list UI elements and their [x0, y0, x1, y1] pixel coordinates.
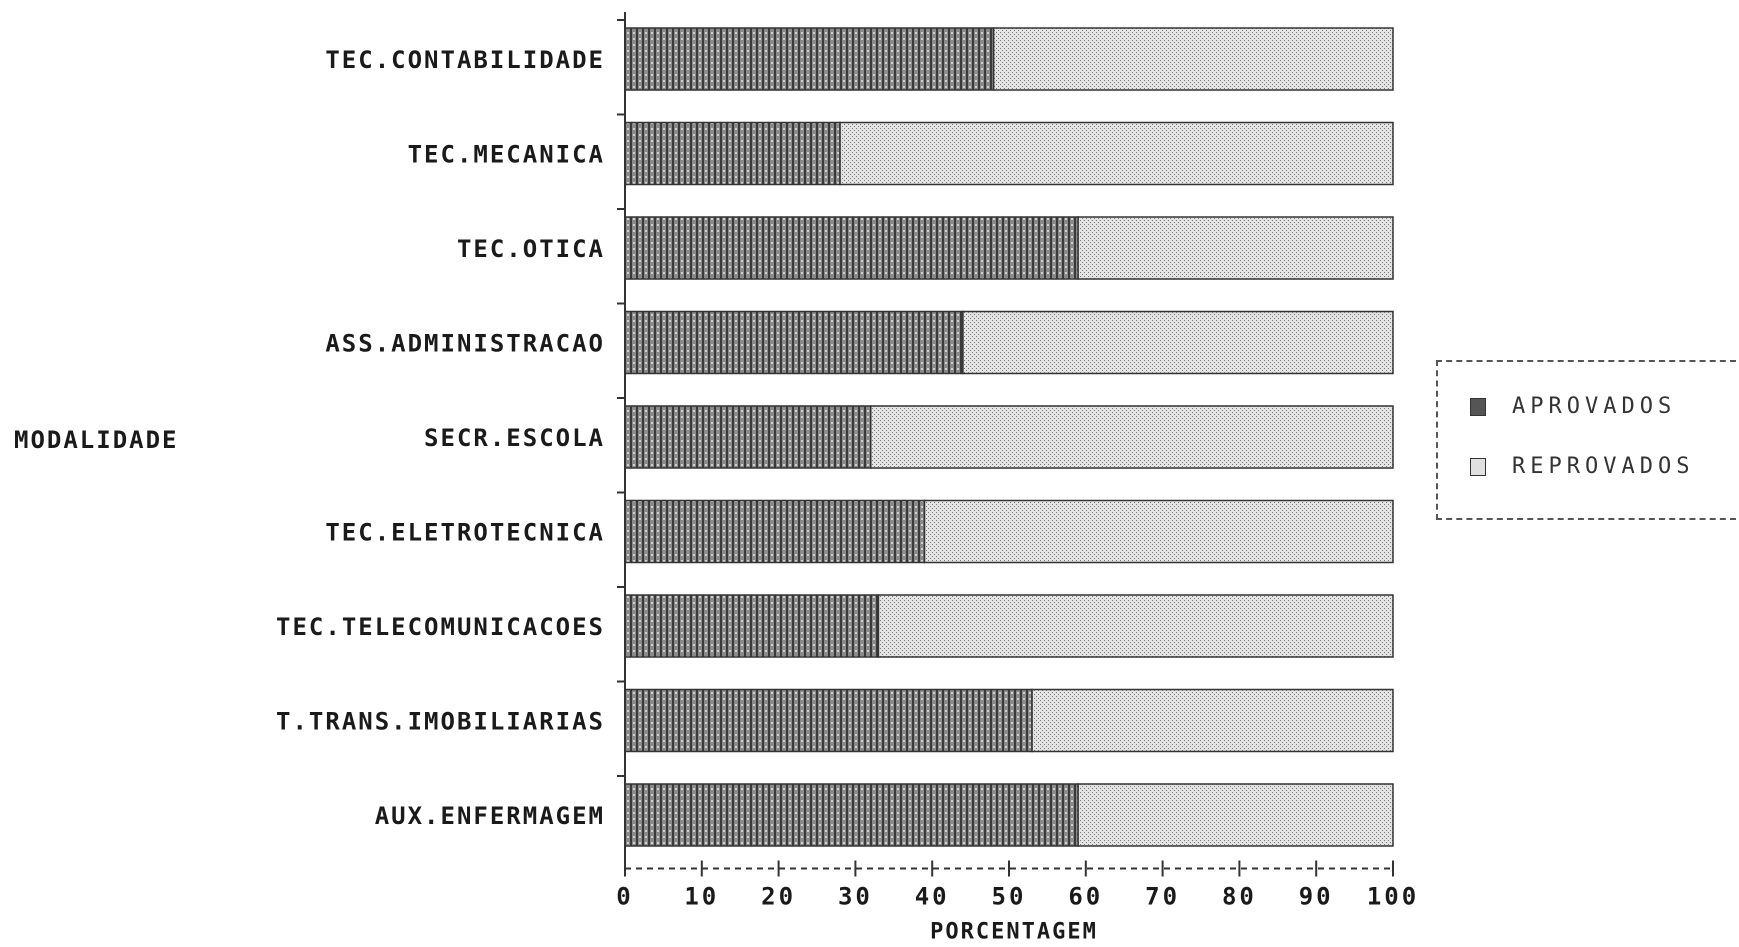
x-tick-label: 50	[992, 883, 1027, 911]
category-label: TEC.OTICA	[457, 235, 605, 263]
bar-reprovados-0	[992, 27, 1394, 91]
category-label: AUX.ENFERMAGEM	[375, 802, 605, 830]
legend-label: REPROVADOS	[1512, 454, 1695, 479]
legend-item-reprovados: REPROVADOS	[1470, 454, 1694, 479]
bar-reprovados-7	[1031, 688, 1394, 753]
x-tick-label: 70	[1145, 883, 1180, 911]
x-tick-label: 0	[616, 883, 633, 911]
y-axis-title: MODALIDADE	[14, 426, 179, 454]
bar-reprovados-6	[877, 594, 1394, 658]
bar-reprovados-3	[962, 310, 1394, 375]
bar-aprovados-4	[624, 405, 872, 469]
reprovados-swatch	[1470, 457, 1486, 476]
bar-aprovados-0	[624, 27, 995, 91]
category-label: ASS.ADMINISTRACAO	[325, 330, 605, 358]
bar-aprovados-5	[624, 499, 926, 564]
x-tick-label: 20	[761, 883, 796, 911]
x-tick-label: 100	[1367, 883, 1419, 911]
x-tick-label: 40	[915, 883, 950, 911]
x-tick-label: 30	[838, 883, 873, 911]
x-tick-label: 60	[1068, 883, 1103, 911]
x-tick-label: 90	[1299, 883, 1334, 911]
legend-label: APROVADOS	[1512, 394, 1677, 419]
bar-aprovados-2	[624, 216, 1079, 280]
legend-item-aprovados: APROVADOS	[1470, 394, 1676, 419]
bar-aprovados-7	[624, 688, 1033, 753]
x-tick-label: 80	[1222, 883, 1257, 911]
category-label: TEC.ELETROTECNICA	[325, 519, 605, 547]
bar-reprovados-4	[870, 405, 1394, 469]
legend: APROVADOS REPROVADOS	[1436, 360, 1736, 520]
bar-reprovados-8	[1077, 783, 1394, 847]
bar-reprovados-5	[923, 499, 1394, 564]
category-label: TEC.TELECOMUNICACOES	[276, 613, 605, 641]
category-label: T.TRANS.IMOBILIARIAS	[276, 708, 605, 736]
category-label: SECR.ESCOLA	[424, 424, 605, 452]
x-axis-title: PORCENTAGEM	[930, 920, 1098, 945]
bar-aprovados-6	[624, 594, 880, 658]
bar-aprovados-1	[624, 121, 841, 186]
aprovados-swatch	[1470, 397, 1486, 416]
category-label: TEC.CONTABILIDADE	[325, 46, 605, 74]
bar-reprovados-2	[1077, 216, 1394, 280]
category-label: TEC.MECANICA	[408, 141, 605, 169]
bar-aprovados-3	[624, 310, 964, 375]
bar-aprovados-8	[624, 783, 1079, 847]
x-tick-label: 10	[684, 883, 719, 911]
bar-reprovados-1	[839, 121, 1394, 186]
